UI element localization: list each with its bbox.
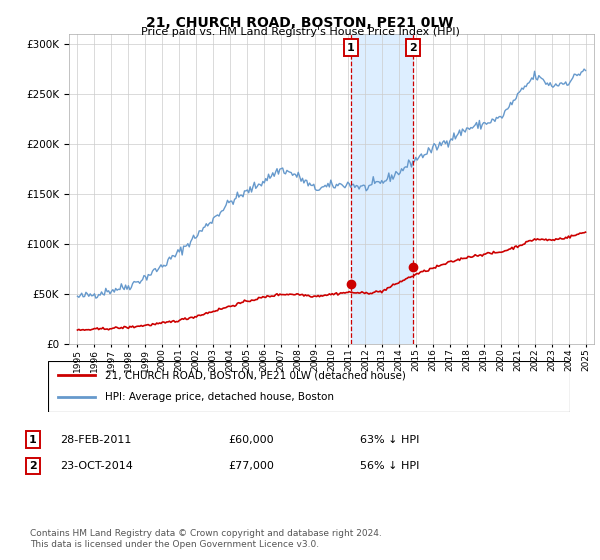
Text: 21, CHURCH ROAD, BOSTON, PE21 0LW: 21, CHURCH ROAD, BOSTON, PE21 0LW: [146, 16, 454, 30]
Text: 1: 1: [29, 435, 37, 445]
Text: 1: 1: [347, 43, 355, 53]
Text: 2: 2: [29, 461, 37, 471]
Text: 28-FEB-2011: 28-FEB-2011: [60, 435, 131, 445]
Text: 56% ↓ HPI: 56% ↓ HPI: [360, 461, 419, 471]
Text: HPI: Average price, detached house, Boston: HPI: Average price, detached house, Bost…: [106, 393, 334, 403]
Text: 63% ↓ HPI: 63% ↓ HPI: [360, 435, 419, 445]
Text: £60,000: £60,000: [228, 435, 274, 445]
Text: Contains HM Land Registry data © Crown copyright and database right 2024.
This d: Contains HM Land Registry data © Crown c…: [30, 529, 382, 549]
Text: 21, CHURCH ROAD, BOSTON, PE21 0LW (detached house): 21, CHURCH ROAD, BOSTON, PE21 0LW (detac…: [106, 370, 406, 380]
Text: 2: 2: [409, 43, 417, 53]
Text: 23-OCT-2014: 23-OCT-2014: [60, 461, 133, 471]
Bar: [351, 34, 413, 344]
Text: £77,000: £77,000: [228, 461, 274, 471]
Text: Price paid vs. HM Land Registry's House Price Index (HPI): Price paid vs. HM Land Registry's House …: [140, 27, 460, 37]
